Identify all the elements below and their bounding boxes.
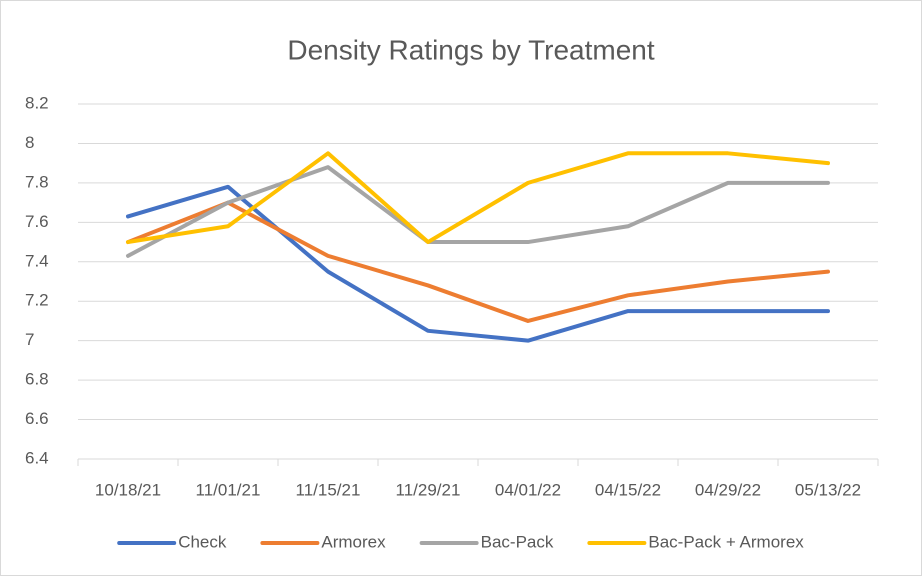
legend-label: Bac-Pack xyxy=(481,532,554,551)
data-line xyxy=(126,184,830,343)
y-tick-label: 7.4 xyxy=(25,251,49,270)
x-tick-label: 05/13/22 xyxy=(795,480,861,499)
x-tick-label: 11/15/21 xyxy=(296,480,361,499)
x-tick-label: 10/18/21 xyxy=(95,480,161,499)
y-tick-label: 7.8 xyxy=(25,172,49,191)
x-tick-label: 11/01/21 xyxy=(196,480,261,499)
y-tick-label: 7 xyxy=(25,330,34,349)
y-tick-label: 8 xyxy=(25,133,34,152)
y-tick-label: 6.6 xyxy=(25,409,49,428)
x-tick-label: 04/29/22 xyxy=(695,480,761,499)
legend-label: Check xyxy=(178,532,227,551)
x-tick-label: 04/01/22 xyxy=(495,480,561,499)
y-tick-label: 7.2 xyxy=(25,291,49,310)
chart-title: Density Ratings by Treatment xyxy=(287,34,654,65)
y-tick-label: 8.2 xyxy=(25,93,49,112)
data-line xyxy=(126,200,830,323)
x-tick-label: 11/29/21 xyxy=(396,480,461,499)
data-line xyxy=(126,151,830,245)
y-tick-label: 6.8 xyxy=(25,370,49,389)
legend-label: Bac-Pack + Armorex xyxy=(648,532,804,551)
x-tick-label: 04/15/22 xyxy=(595,480,661,499)
y-tick-label: 7.6 xyxy=(25,212,49,231)
legend-label: Armorex xyxy=(321,532,386,551)
data-line xyxy=(126,165,830,258)
y-tick-label: 6.4 xyxy=(25,448,49,467)
